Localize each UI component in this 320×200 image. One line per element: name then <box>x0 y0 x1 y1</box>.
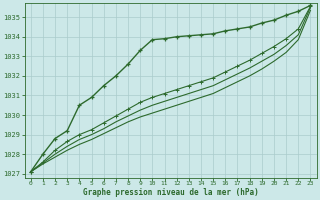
X-axis label: Graphe pression niveau de la mer (hPa): Graphe pression niveau de la mer (hPa) <box>83 188 259 197</box>
